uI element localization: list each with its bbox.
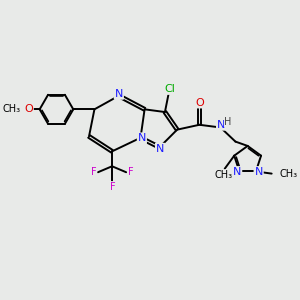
Text: F: F [91, 167, 96, 177]
Text: N: N [115, 89, 123, 99]
Text: F: F [110, 182, 116, 192]
Text: CH₃: CH₃ [2, 104, 20, 114]
Text: H: H [224, 116, 232, 127]
Text: F: F [128, 167, 134, 177]
Text: O: O [196, 98, 204, 107]
Text: N: N [217, 120, 225, 130]
Text: N: N [156, 144, 164, 154]
Text: CH₃: CH₃ [280, 169, 298, 178]
Text: O: O [24, 104, 33, 114]
Text: Cl: Cl [165, 84, 176, 94]
Text: CH₃: CH₃ [214, 170, 232, 180]
Text: N: N [233, 167, 242, 177]
Text: N: N [138, 133, 146, 143]
Text: N: N [254, 167, 263, 177]
